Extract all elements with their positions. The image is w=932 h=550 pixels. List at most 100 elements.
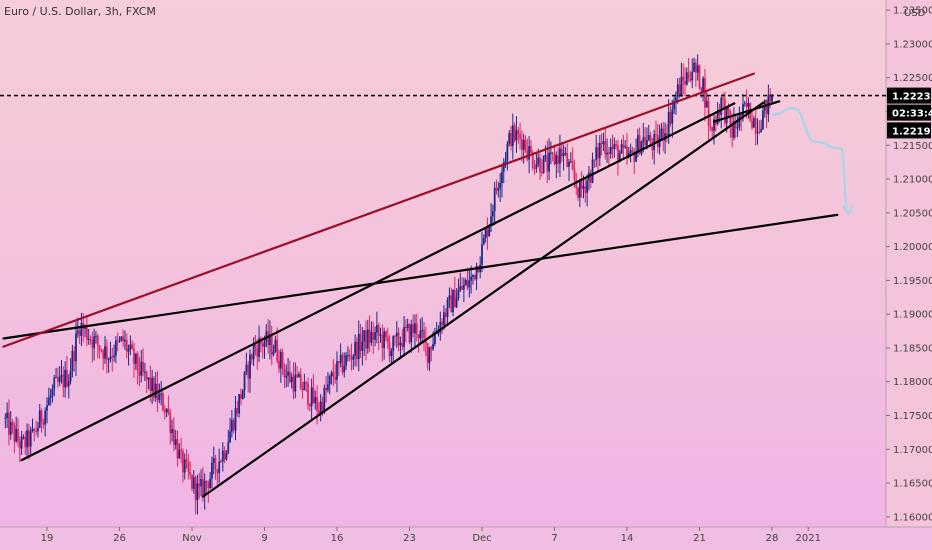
- candle-body: [296, 374, 299, 378]
- trendline-2[interactable]: [2, 72, 755, 348]
- candle-body: [89, 339, 92, 341]
- candle-body: [225, 452, 228, 460]
- candle-body: [131, 344, 134, 349]
- candle-body: [395, 332, 398, 337]
- trendline-1[interactable]: [2, 213, 839, 340]
- candle-body: [481, 244, 483, 265]
- candle-body: [67, 381, 70, 387]
- candle-body: [658, 137, 661, 147]
- candle-body: [381, 334, 384, 349]
- candle-body: [167, 408, 170, 413]
- candle-body: [443, 312, 445, 326]
- candle-body: [501, 171, 503, 184]
- candle-body: [691, 71, 694, 81]
- price-tick-label: 1.23000: [893, 39, 932, 50]
- candle-body: [162, 393, 164, 411]
- candle-body: [236, 408, 239, 414]
- candle-body: [272, 351, 275, 355]
- candle-body: [207, 482, 210, 489]
- candle-body: [448, 295, 451, 300]
- candle-body: [91, 339, 94, 349]
- time-axis-bg[interactable]: [0, 527, 932, 550]
- candle-body: [709, 125, 712, 128]
- time-tick-label: 16: [331, 533, 344, 544]
- price-tick-label: 1.20000: [893, 242, 932, 253]
- last-price-label-text: 1.22235: [892, 92, 932, 103]
- price-tick-label: 1.19500: [893, 276, 932, 287]
- candle-body: [580, 181, 583, 189]
- candle-body: [133, 348, 135, 364]
- candle-body: [211, 462, 213, 479]
- candle-body: [636, 135, 639, 152]
- price-tick-label: 1.16500: [893, 479, 932, 490]
- trendline-3[interactable]: [20, 102, 736, 462]
- candle-body: [182, 451, 184, 473]
- trendline-4[interactable]: [201, 101, 765, 498]
- last-price-label: 1.22235: [887, 87, 932, 104]
- candle-body: [602, 140, 605, 145]
- candle-body: [502, 162, 505, 172]
- candle-body: [771, 94, 773, 102]
- price-labels-group: 1.22235 02:33:44 1.22192: [887, 87, 932, 139]
- candle-body: [138, 371, 141, 376]
- candle-body: [256, 347, 259, 357]
- trendline-5[interactable]: [712, 100, 781, 123]
- candle-body: [511, 125, 514, 146]
- ref-price-label: 1.22192: [887, 122, 932, 139]
- candle-body: [93, 336, 96, 349]
- candle-body: [531, 152, 534, 168]
- candle-body: [169, 412, 172, 434]
- candle-body: [722, 97, 724, 100]
- candle-body: [464, 280, 467, 286]
- candle-body: [508, 132, 511, 144]
- candle-body: [142, 361, 144, 372]
- projection-path: [771, 107, 850, 214]
- candle-body: [421, 329, 424, 331]
- candle-body: [633, 151, 636, 162]
- candle-body: [595, 147, 598, 160]
- candle-body: [172, 429, 175, 445]
- candle-body: [243, 372, 246, 391]
- candle-body: [323, 387, 326, 412]
- time-tick-label: 23: [403, 533, 416, 544]
- candle-body: [669, 112, 672, 124]
- candle-body: [618, 153, 621, 163]
- candle-body: [334, 376, 337, 380]
- candle-body: [22, 436, 25, 438]
- candle-body: [535, 164, 538, 169]
- candle-body: [201, 478, 204, 497]
- candle-body: [53, 377, 56, 389]
- trendlines-group[interactable]: [0, 72, 886, 498]
- candle-body: [388, 342, 391, 356]
- candle-body: [366, 329, 369, 349]
- candle-body: [520, 139, 523, 150]
- candle-body: [20, 437, 23, 449]
- candle-body: [17, 429, 19, 442]
- candle-body: [348, 355, 351, 358]
- candle-body: [426, 343, 429, 363]
- candle-body: [718, 112, 721, 115]
- projection-group: [771, 107, 855, 216]
- candle-body: [519, 133, 521, 140]
- time-axis[interactable]: 19 26 Nov 9 16 23 Dec 7 14 21 28 2021: [0, 526, 932, 550]
- candle-body: [343, 365, 346, 373]
- candle-body: [200, 478, 202, 487]
- candle-body: [274, 339, 277, 352]
- candle-body: [252, 344, 255, 360]
- candle-body: [555, 155, 558, 165]
- candle-body: [120, 336, 123, 341]
- candle-body: [352, 355, 355, 360]
- candle-body: [390, 351, 393, 356]
- candle-body: [35, 430, 38, 432]
- candle-body: [328, 376, 331, 385]
- candle-body: [85, 326, 88, 340]
- price-tick-label: 1.17500: [893, 411, 932, 422]
- candle-body: [491, 210, 494, 217]
- price-axis[interactable]: 1.16000 1.16500 1.17000 1.17500 1.18000 1.185…: [885, 0, 932, 550]
- candle-body: [642, 137, 645, 142]
- candle-body: [513, 125, 516, 141]
- candle-body: [303, 381, 306, 391]
- candle-body: [412, 324, 415, 334]
